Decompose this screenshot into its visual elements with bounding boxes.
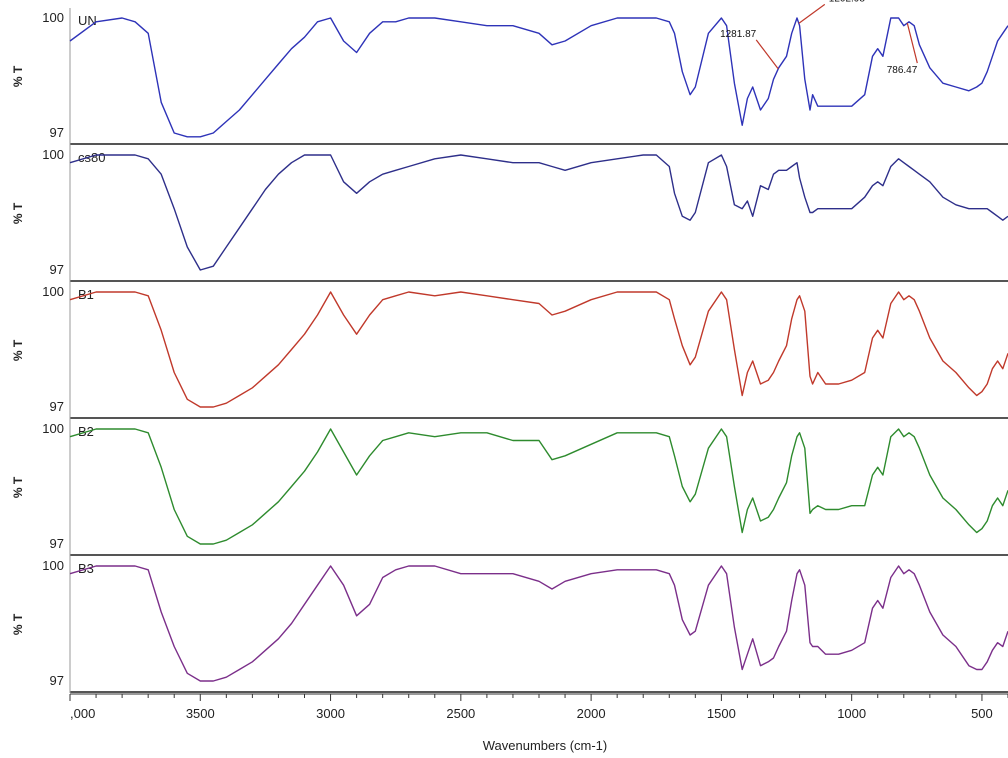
x-tick-label: 3500	[186, 706, 215, 721]
x-tick-label: ,000	[70, 706, 95, 721]
panel-cs80: 100 97 % T cs80	[11, 145, 1008, 282]
annotation-label: 786.47	[887, 65, 918, 76]
x-tick-label: 1000	[837, 706, 866, 721]
annotation-label: 1202.98	[829, 0, 866, 4]
y-axis-label: % T	[11, 339, 25, 361]
panel-UN: 100 97 % T UN	[11, 8, 1008, 145]
y-tick-97: 97	[50, 399, 64, 414]
series-line-B3	[69, 565, 1008, 682]
annotation-leader	[755, 39, 779, 70]
annotation-leader	[798, 3, 826, 24]
y-tick-97: 97	[50, 262, 64, 277]
x-tick-label: 500	[971, 706, 993, 721]
y-tick-97: 97	[50, 125, 64, 140]
y-axis-label: % T	[11, 202, 25, 224]
y-tick-100: 100	[42, 147, 64, 162]
y-tick-100: 100	[42, 558, 64, 573]
series-line-B2	[69, 428, 1008, 545]
y-axis-label: % T	[11, 613, 25, 635]
x-tick-label: 1500	[707, 706, 736, 721]
y-tick-97: 97	[50, 536, 64, 551]
y-axis-label: % T	[11, 65, 25, 87]
series-line-B1	[69, 291, 1008, 408]
annotations-group: 1281.87 1202.98 786.47	[720, 0, 918, 76]
series-name-cs80: cs80	[78, 150, 105, 165]
annotation-leader	[906, 22, 918, 64]
x-tick-label: 2000	[577, 706, 606, 721]
x-axis-label: Wavenumbers (cm-1)	[483, 738, 607, 753]
y-tick-100: 100	[42, 284, 64, 299]
series-line-cs80	[69, 154, 1008, 271]
y-tick-97: 97	[50, 673, 64, 688]
annotation-label: 1281.87	[720, 29, 757, 40]
y-axis-label: % T	[11, 476, 25, 498]
x-tick-label: 3000	[316, 706, 345, 721]
y-tick-100: 100	[42, 421, 64, 436]
series-line-UN	[69, 17, 1008, 138]
y-tick-100: 100	[42, 10, 64, 25]
series-name-UN: UN	[78, 13, 97, 28]
x-tick-label: 2500	[446, 706, 475, 721]
x-axis: ,000 3500 3000 2500 2000 1500 1000 500	[69, 693, 1008, 721]
